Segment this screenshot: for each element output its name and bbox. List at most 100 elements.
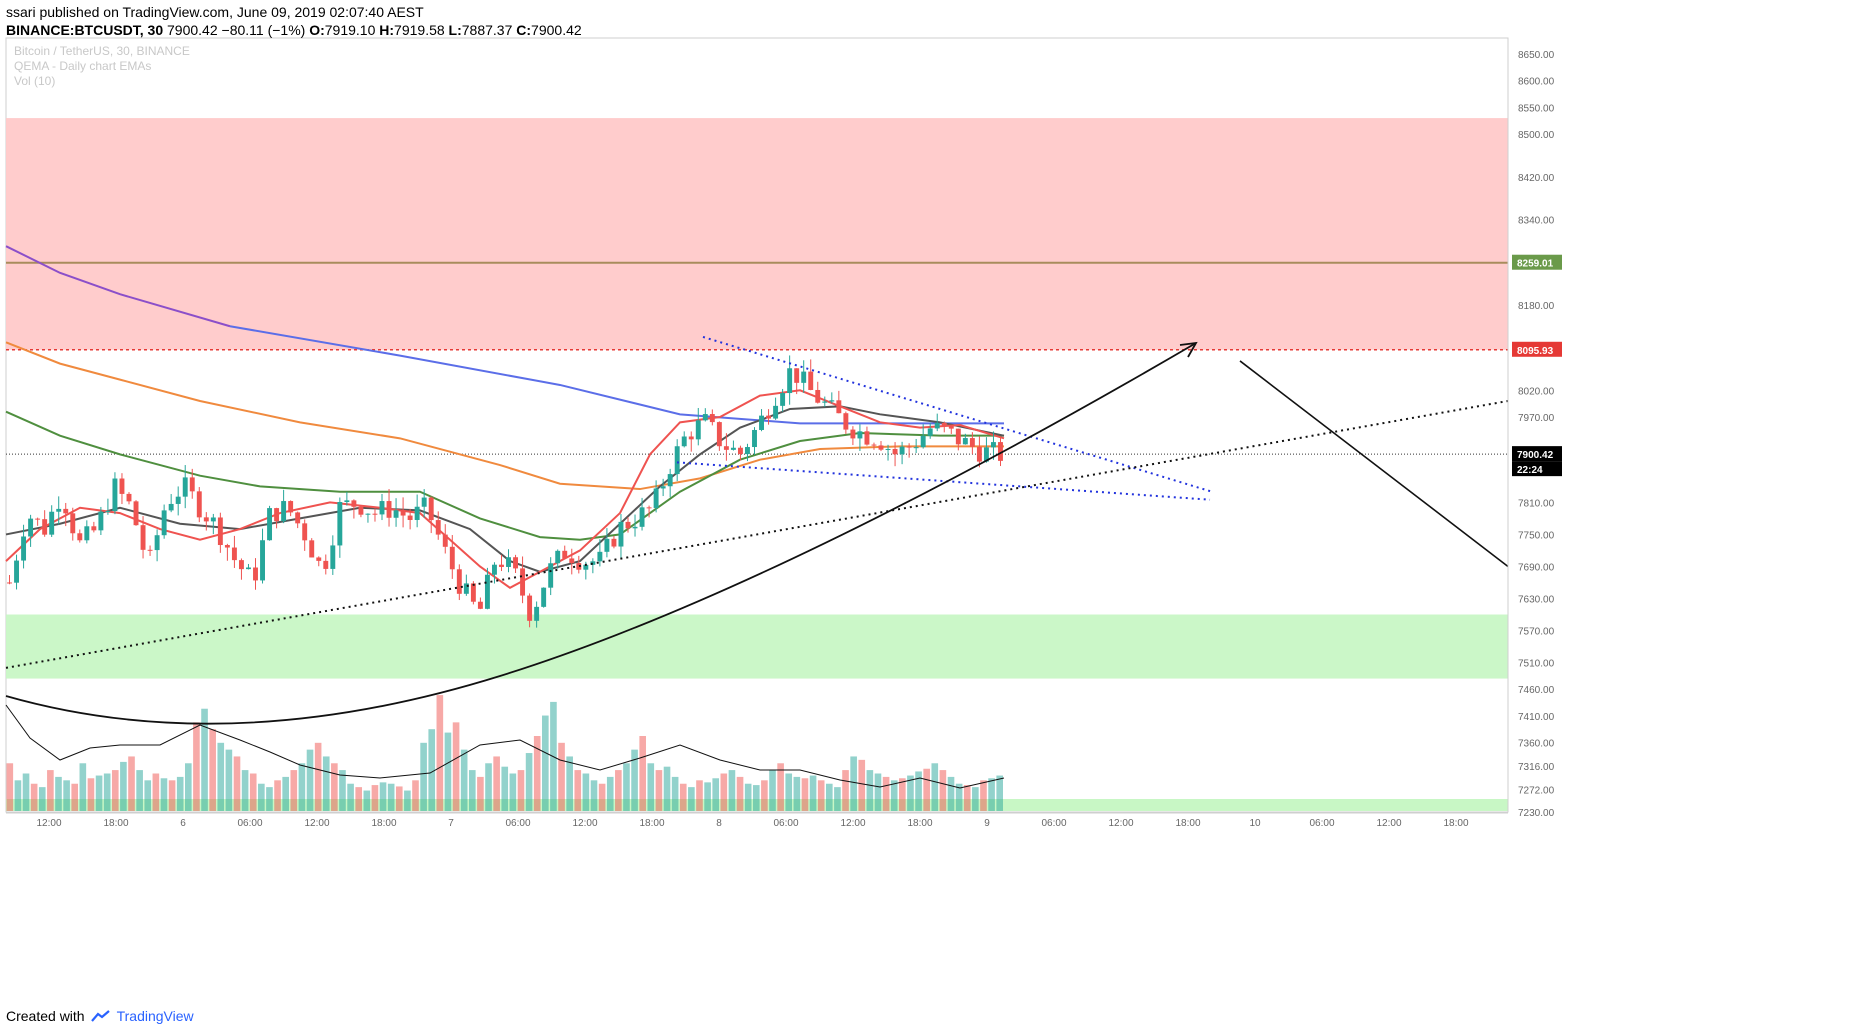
volume-bar (663, 766, 671, 811)
y-tick-label: 8420.00 (1518, 173, 1555, 184)
volume-bar (996, 775, 1003, 811)
author-name[interactable]: ssari (6, 4, 36, 20)
low-value: 7887.37 (461, 22, 513, 38)
candle-body (365, 513, 371, 515)
x-tick-label: 12:00 (572, 818, 597, 829)
volume-bar (274, 780, 281, 811)
volume-bar (842, 770, 849, 811)
down-channel-top (702, 335, 1213, 493)
candle-body (801, 371, 807, 383)
volume-bar (30, 783, 38, 811)
volume-bar (152, 773, 160, 811)
y-tick-label: 8340.00 (1518, 215, 1555, 226)
candle-body (906, 446, 912, 448)
x-tick-label: 18:00 (103, 818, 128, 829)
candle-body (829, 400, 835, 402)
candle-body (203, 517, 209, 522)
volume-bar (436, 695, 444, 811)
candle-body (56, 508, 62, 512)
x-tick-label: 12:00 (1376, 818, 1401, 829)
candle-body (934, 422, 940, 429)
volume-bar (201, 708, 208, 811)
legend-volume: Vol (10) (14, 74, 56, 88)
volume-bar (428, 729, 436, 811)
volume-bar (931, 763, 939, 811)
tradingview-logo-icon (90, 1010, 110, 1022)
volume-bar (314, 742, 322, 811)
volume-bar (241, 770, 249, 811)
volume-bar (185, 763, 192, 811)
candles (7, 355, 1003, 628)
ema_orange-line (5, 341, 1004, 491)
volume-bar (371, 785, 379, 811)
candle-body (499, 564, 504, 567)
ema_fast-line (5, 389, 1005, 589)
price-label-text: 8095.93 (1517, 346, 1554, 357)
candle-body (344, 500, 350, 503)
volume-bar (444, 732, 452, 811)
volume-bar (623, 763, 630, 811)
volume-bar (258, 783, 265, 811)
volume-bar (915, 771, 922, 811)
y-tick-label: 8180.00 (1518, 301, 1555, 312)
volume-bars (5, 695, 1005, 811)
volume-bar (347, 783, 354, 811)
price-label-box (1512, 254, 1562, 270)
tradingview-brand[interactable]: TradingView (116, 1008, 194, 1024)
candle-body (35, 518, 41, 520)
volume-bar (671, 776, 679, 811)
volume-bar (769, 770, 776, 811)
volume-bar (339, 770, 346, 811)
open-label: O: (309, 22, 325, 38)
candle-body (435, 520, 441, 535)
legend-indicator: QEMA - Daily chart EMAs (14, 59, 152, 73)
x-tick-label: 8 (716, 818, 722, 829)
candle-body (414, 506, 420, 520)
candle-body (674, 446, 680, 475)
volume-bar (176, 776, 184, 811)
candle-body (323, 560, 329, 569)
volume-bar (477, 776, 484, 811)
y-tick-label: 7410.00 (1518, 712, 1555, 723)
volume-bar (834, 787, 841, 811)
volume-bar (858, 759, 866, 811)
candle-body (752, 429, 757, 448)
candle-body (709, 414, 715, 423)
volume-bar (395, 786, 403, 811)
candle-body (231, 547, 237, 561)
volume-bar (249, 773, 257, 811)
volume-bar (696, 780, 703, 811)
volume-bar (574, 770, 582, 811)
candle-body (969, 438, 975, 447)
candle-body (316, 557, 322, 561)
volume-bar (533, 736, 541, 811)
close-value: 7900.42 (531, 22, 582, 38)
candle-body (14, 560, 20, 583)
candle-body (780, 393, 786, 406)
candle-body (49, 511, 55, 535)
low-label: L: (448, 22, 462, 38)
ema_green-line (5, 410, 1004, 541)
candle-body (766, 415, 772, 419)
candle-body (70, 513, 76, 534)
candle-body (520, 568, 526, 596)
candle-body (534, 606, 540, 621)
candle-body (224, 545, 230, 548)
volume-bar (963, 785, 971, 811)
candle-body (393, 510, 399, 518)
axes: 8650.00 8600.00 8550.00 8500.00 8420.00 8340.… (6, 38, 1562, 829)
candle-body (77, 533, 83, 541)
candle-body (196, 491, 202, 518)
volume-bar (420, 742, 427, 811)
last-price: 7900.42 (167, 22, 218, 38)
volume-bar (468, 770, 476, 811)
created-with-text: Created with (6, 1008, 85, 1024)
volume-bar (923, 768, 930, 811)
candle-body (990, 442, 996, 448)
publish-info: published on TradingView.com, June 09, 2… (39, 4, 424, 20)
volume-bar (6, 763, 14, 811)
volume-bar (598, 783, 606, 811)
candle-body (330, 545, 336, 569)
price-change: −80.11 (−1%) (221, 22, 306, 38)
